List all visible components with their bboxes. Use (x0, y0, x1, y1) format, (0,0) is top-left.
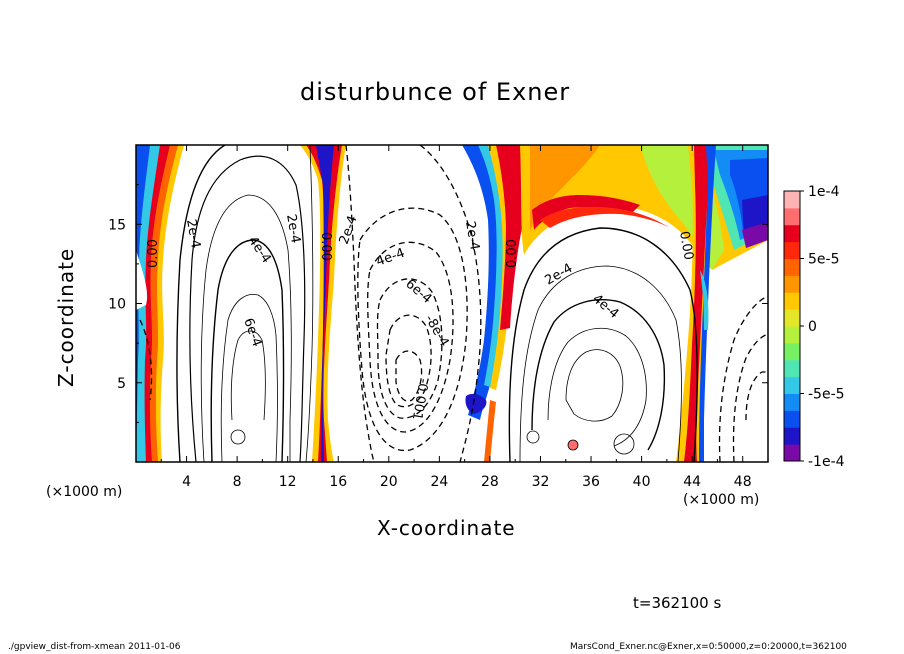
contour-label-6: 0.00 (318, 232, 333, 261)
x-tick-label: 20 (380, 474, 398, 490)
contours-far-right (139, 295, 768, 462)
contour-label-16: 0.00 (676, 230, 696, 261)
colorbar-swatch (784, 191, 800, 209)
x-tick-label: 16 (329, 474, 347, 490)
x-tick-label: 32 (532, 474, 550, 490)
contour-label-13: 0.00 (505, 239, 520, 268)
colorbar (784, 191, 800, 462)
y-tick-label: 10 (108, 297, 126, 313)
y-axis-ticks: 5 10 15 (108, 184, 768, 423)
x-tick-label: 24 (430, 474, 448, 490)
contours-center (345, 145, 482, 462)
x-tick-label: 8 (233, 474, 242, 490)
y-tick-label: 15 (108, 217, 126, 233)
colorbar-tick-label: 0 (808, 319, 817, 335)
colorbar-swatch (784, 359, 800, 378)
contour-label-5: 2e-4 (283, 213, 303, 244)
colorbar-swatch (784, 258, 800, 276)
x-axis-ticks: 4 8 12 16 20 24 28 32 36 40 44 48 (160, 145, 752, 490)
x-tick-label: 44 (683, 474, 701, 490)
chart-title: disturbunce of Exner (300, 78, 571, 106)
colorbar-swatch (784, 224, 800, 243)
x-unit-right: (×1000 m) (683, 492, 760, 508)
colorbar-tick-label: -1e-4 (808, 454, 845, 470)
color-band-center-right (462, 145, 560, 420)
contour-label-12: 2e-4 (462, 220, 482, 251)
colorbar-swatch (784, 410, 800, 428)
x-axis-label: X-coordinate (377, 516, 516, 540)
contour-label-2: 2e-4 (183, 218, 203, 249)
colorbar-tick-label: -5e-5 (808, 387, 845, 403)
colorbar-swatch (784, 275, 800, 293)
x-tick-label: 28 (481, 474, 499, 490)
x-tick-label: 36 (582, 474, 600, 490)
time-label: t=362100 s (633, 594, 722, 612)
colorbar-tick-label: 5e-5 (808, 252, 839, 268)
contour-label-1: 0.00 (146, 239, 161, 268)
x-tick-label: 4 (182, 474, 191, 490)
y-axis-label: Z-coordinate (54, 247, 78, 387)
red-spot (567, 439, 579, 451)
color-band-center-left (300, 145, 346, 462)
colorbar-swatch (784, 427, 800, 445)
colorbar-tick-label: 1e-4 (808, 184, 840, 200)
colorbar-swatch (784, 207, 800, 226)
colorbar-swatch (784, 444, 800, 462)
colorbar-swatch (784, 292, 800, 310)
colorbar-swatch (784, 241, 800, 259)
x-unit-left: (×1000 m) (46, 484, 123, 500)
contours-left (176, 145, 314, 462)
colorbar-swatch (784, 342, 800, 361)
colorbar-swatch (784, 376, 800, 394)
footer-left: ./gpview_dist-from-xmean 2011-01-06 (8, 642, 181, 652)
colorbar-swatch (784, 309, 800, 327)
contours-right (508, 227, 698, 462)
heatmap-field (136, 145, 768, 462)
colorbar-ticks: 1e-4 5e-5 0 -5e-5 -1e-4 (800, 184, 845, 470)
y-tick-label: 5 (117, 376, 126, 392)
colorbar-swatch (784, 326, 800, 344)
x-tick-label: 12 (279, 474, 297, 490)
contour-label-11: -0.001 (409, 377, 431, 421)
x-tick-label: 40 (633, 474, 651, 490)
x-tick-label: 48 (734, 474, 752, 490)
colorbar-swatch (784, 393, 800, 411)
footer-right: MarsCond_Exner.nc@Exner,x=0:50000,z=0:20… (570, 642, 847, 652)
